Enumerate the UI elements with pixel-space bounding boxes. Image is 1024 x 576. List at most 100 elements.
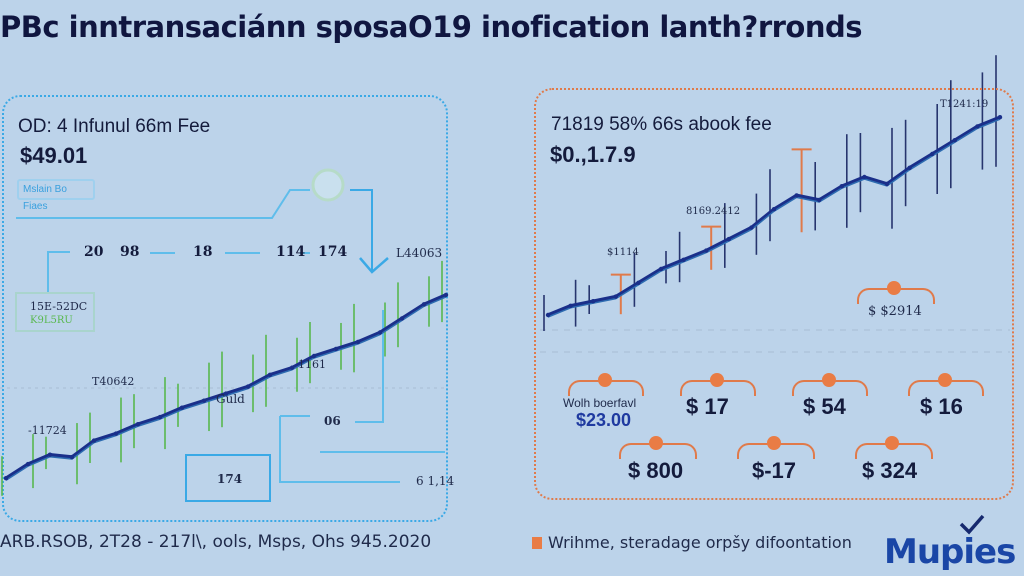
flow-connector [355, 310, 384, 423]
data-point [794, 193, 799, 198]
marker-dot [938, 373, 952, 387]
data-point [704, 248, 709, 253]
flow-node: 114 [276, 244, 306, 260]
flow-connector [350, 189, 373, 272]
chart-annotation: $1114 [607, 247, 639, 258]
legend-label: Wrihme, steradage orpšy difoontation [548, 533, 852, 552]
data-point [545, 312, 551, 318]
data-point [135, 421, 141, 427]
marker-dot [649, 436, 663, 450]
data-point [930, 151, 935, 157]
left-line-chart [1, 260, 449, 496]
left-box-label: Mslain Bo Fiaes [17, 179, 95, 212]
data-point [839, 184, 844, 189]
marker-dot [767, 436, 781, 450]
legend-swatch [532, 537, 542, 549]
data-point [245, 384, 251, 389]
corner-label: L44063 [396, 246, 443, 260]
fee-item-value: $ 17 [686, 394, 729, 419]
data-point [3, 476, 9, 481]
flow-connector [47, 251, 70, 292]
data-point [333, 346, 339, 352]
footer-caption: ARB.RSOB, 2T28 - 217l\, ools, Msps, Ohs … [0, 532, 432, 552]
right-panel-value: $0.,1.7.9 [550, 142, 636, 167]
data-point [613, 294, 618, 299]
fee-item-value: $23.00 [576, 410, 632, 430]
fee-item-value: $ 54 [803, 394, 846, 419]
funnel-icon [311, 168, 345, 202]
chart-annotation: 6 1,14 [416, 474, 455, 488]
chart-annotation: 8169.2412 [686, 206, 741, 217]
chart-annotation: T40642 [92, 375, 135, 388]
checkmark-icon [959, 514, 985, 535]
range-line-1: 15E-52DC [30, 300, 88, 313]
range-box [15, 292, 95, 332]
data-point [591, 299, 596, 304]
right-chart-panel [534, 88, 1014, 500]
data-point [311, 353, 317, 359]
data-point [157, 414, 163, 420]
data-point [862, 174, 867, 180]
data-point [726, 236, 731, 242]
marker-dot [887, 281, 901, 295]
data-point [636, 280, 641, 285]
marker-dot [822, 373, 836, 387]
left-panel-heading: OD: 4 Infunul 66m Fee [18, 116, 211, 137]
data-point [749, 225, 754, 230]
value-box-number: 174 [217, 472, 243, 486]
chart-annotation: -11724 [28, 424, 67, 437]
data-point [681, 257, 686, 262]
data-point [443, 292, 449, 298]
flow-node: 18 [193, 244, 213, 260]
data-point [289, 365, 295, 370]
data-point [201, 398, 207, 403]
data-point [421, 302, 427, 307]
chart-annotation: Guld [216, 392, 245, 406]
fee-item-value: $ 800 [628, 458, 684, 483]
fee-item-label: Wolh boerfavl [563, 396, 637, 410]
range-line-2: K9L5RU [30, 315, 73, 326]
left-chart-panel [2, 95, 448, 522]
data-point [377, 330, 383, 335]
flow-node: 20 [84, 244, 104, 260]
data-point [997, 115, 1003, 120]
left-panel-value: $49.01 [20, 143, 88, 168]
chart-annotation: $ $2914 [868, 304, 922, 319]
chart-annotation: T1241:19 [940, 99, 989, 110]
data-point [223, 391, 229, 396]
chart-annotation: 06 [324, 414, 341, 428]
brand-logo: Mupies [884, 532, 1016, 572]
page-title: PBc inntransaciánn sposaO19 inofication … [0, 10, 863, 44]
data-point [817, 197, 822, 203]
data-point [568, 303, 573, 308]
data-point [267, 372, 273, 377]
marker-dot [710, 373, 724, 387]
flow-connector [279, 416, 400, 483]
data-point [884, 181, 890, 187]
value-box [185, 454, 271, 502]
arrow-down-icon [359, 257, 389, 274]
data-point [91, 438, 97, 443]
data-point [907, 165, 912, 170]
data-point [658, 266, 664, 272]
right-line-chart [543, 55, 1003, 331]
right-panel-heading: 71819 58% 66s abook fee [551, 114, 772, 135]
fee-item-value: $-17 [752, 458, 797, 483]
data-point [952, 138, 957, 143]
data-point [47, 452, 53, 457]
data-point [179, 405, 185, 410]
fee-item-value: $ 16 [920, 394, 963, 419]
data-point [25, 461, 31, 467]
data-point [355, 339, 361, 345]
data-point [113, 431, 119, 436]
marker-dot [598, 373, 612, 387]
marker-dot [885, 436, 899, 450]
fee-item-value: $ 324 [862, 458, 918, 483]
flow-node: 174 [318, 244, 348, 260]
data-point [69, 454, 75, 460]
chart-annotation: 1161 [298, 358, 326, 371]
data-point [399, 316, 405, 321]
data-point [975, 124, 980, 129]
data-point [771, 207, 777, 212]
